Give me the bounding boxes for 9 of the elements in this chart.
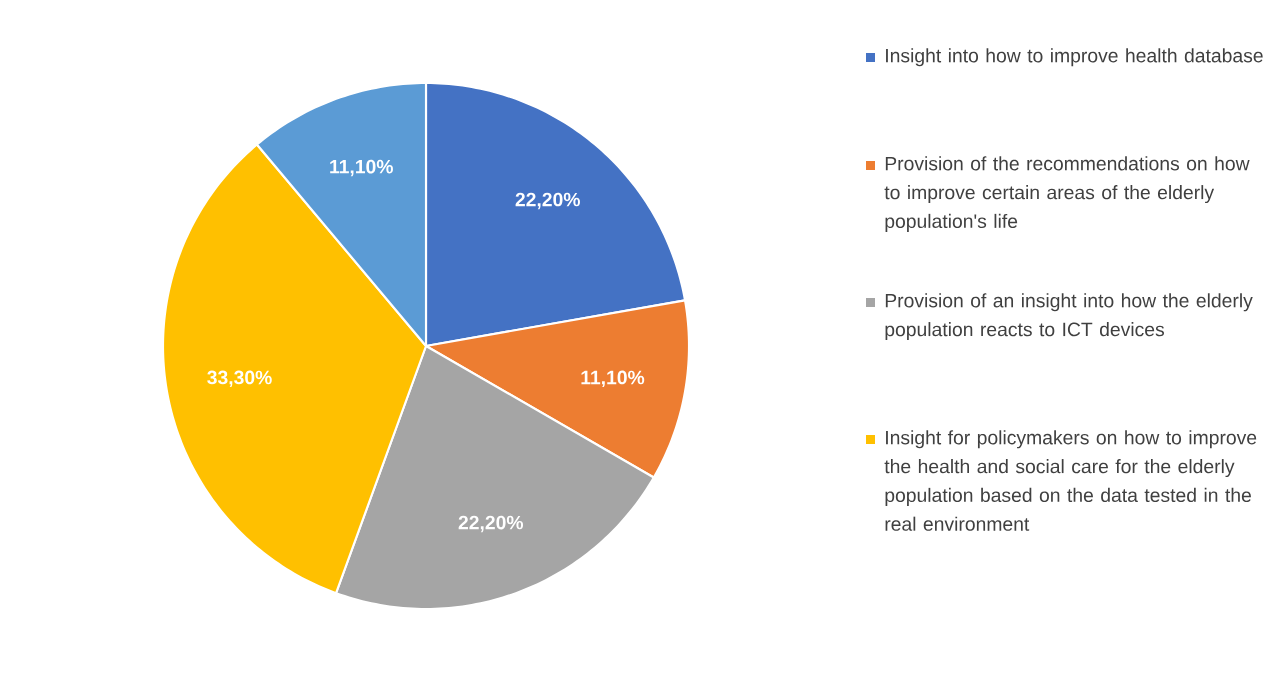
legend-label: Insight into how to improve health database [886,48,1263,67]
data-label: 22,20% [515,192,580,210]
data-label: 22,20% [458,515,524,533]
legend-label: Provision of the recommendations on how to improve certain areas of the elderly population's life [884,156,1250,232]
data-label: 33,30% [207,370,272,388]
data-label: 11,10% [581,370,645,388]
data-label: 11,10% [330,159,393,177]
legend-label: Provision of an insight into how the elderly population reacts to ICT devices [885,293,1253,341]
legend-label: Insight for policymakers on how to improve the health and social care for the elderly population based on the data tested in the real environment [884,430,1257,531]
